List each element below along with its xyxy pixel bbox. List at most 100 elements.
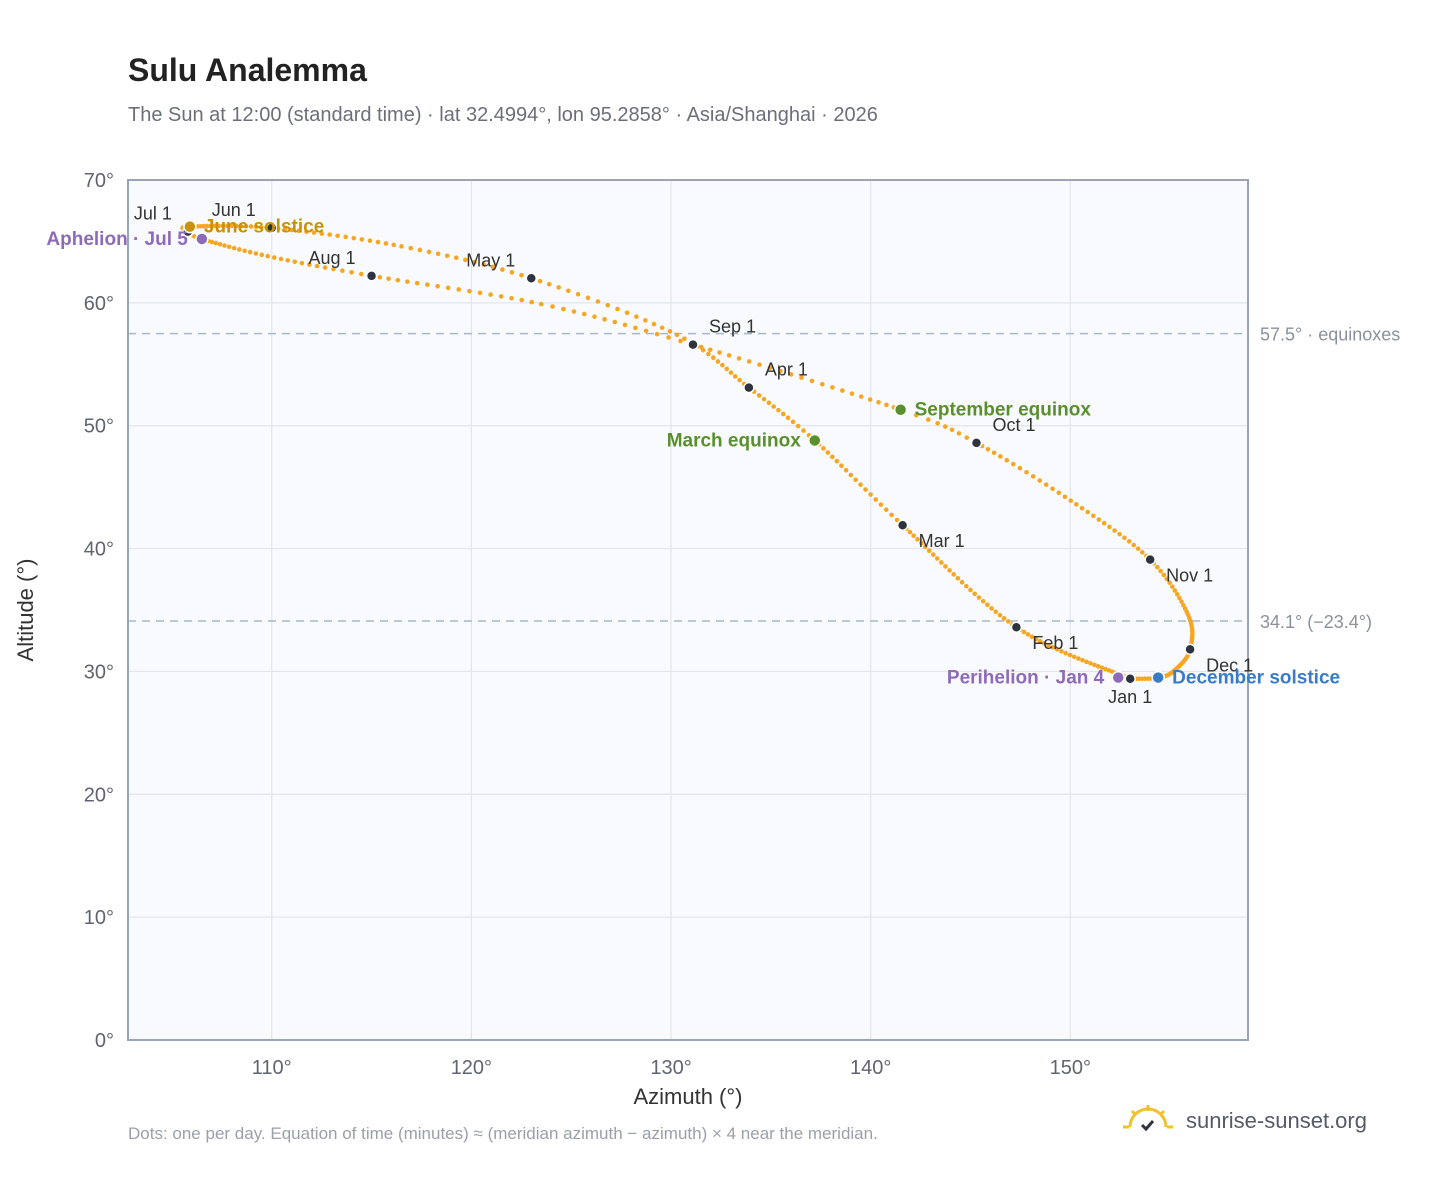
day-dot [757,362,762,367]
x-tick-label: 130° [650,1057,691,1079]
day-dot [949,427,955,433]
reference-line-label: 34.1° (−23.4°) [1260,612,1372,632]
day-dot [1161,572,1167,578]
day-dot [711,355,716,360]
day-dot [951,572,957,577]
day-dot [1042,640,1047,646]
day-dot [292,259,298,265]
day-dot [222,243,227,248]
day-dot [830,454,835,460]
event-label: Aphelion · Jul 5 [46,229,188,250]
day-dot [605,302,611,308]
day-dot [289,227,295,233]
day-dot [678,338,683,344]
day-dot [285,258,291,263]
month-label: Sep 1 [709,317,756,337]
month-label: Nov 1 [1166,566,1213,586]
month-marker [970,437,983,449]
day-dot [809,378,815,384]
day-dot [550,304,555,309]
event-label: September equinox [915,400,1092,421]
day-dot [736,356,742,361]
day-dot [1135,546,1141,551]
day-dot [956,431,962,436]
day-dot [1167,580,1172,586]
day-dot [863,487,868,492]
day-dot [216,223,221,229]
day-dot [934,556,940,561]
day-dot [1088,661,1093,666]
day-dot [935,420,940,426]
day-dot [801,428,806,433]
day-dot [340,268,345,273]
month-label: Apr 1 [765,360,808,380]
day-dot [1046,643,1051,648]
day-dot [858,394,864,399]
day-dot [585,295,591,301]
brand[interactable]: sunrise-sunset.org [1120,1103,1367,1139]
day-dot [417,247,423,253]
day-dot [894,517,900,523]
day-dot [985,602,990,608]
month-label: Feb 1 [1032,633,1078,653]
day-dot [272,255,277,260]
day-dot [884,402,889,408]
day-dot [1085,509,1091,515]
day-dot [391,242,397,248]
day-dot [435,251,441,257]
day-dot [445,285,451,291]
sun-logo-icon [1123,1105,1173,1132]
day-dot [343,234,348,240]
day-dot [715,359,721,364]
day-dot [472,259,477,265]
day-dot [314,263,320,269]
day-dot [767,365,773,371]
day-dot [226,244,232,250]
day-dot [488,292,493,297]
day-dot [367,238,373,244]
day-dot [1142,676,1148,682]
month-marker [525,272,538,285]
day-dot [968,587,973,593]
y-tick-label: 70° [84,170,114,192]
day-dot [959,579,965,585]
day-dot [592,314,597,319]
day-dot [790,419,796,425]
day-dot [248,224,254,229]
day-dot [453,255,459,261]
day-dot [622,322,628,328]
day-dot [546,281,552,287]
day-dot [706,351,711,357]
day-dot [776,407,781,413]
day-dot [242,248,247,254]
day-dot [795,423,801,429]
y-tick-label: 50° [84,416,114,438]
day-dot [425,282,430,287]
day-dot [939,560,944,565]
day-dot [229,223,235,229]
day-dot [1096,517,1102,522]
month-label: Mar 1 [919,531,965,551]
day-dot [1172,588,1178,593]
day-dot [426,249,432,255]
day-dot [253,224,259,230]
event-marker [1111,670,1125,685]
day-dot [1126,539,1132,544]
day-dot [529,299,534,305]
day-dot [296,228,302,234]
day-dot [667,329,673,334]
day-dot [490,264,496,270]
day-dot [840,388,845,393]
day-dot [1084,659,1089,665]
chart-title: Sulu Analemma [128,52,367,88]
day-dot [717,350,722,355]
day-dot [1062,494,1068,500]
day-dot [1181,602,1186,608]
month-label: Jul 1 [134,204,172,224]
day-dot [615,306,620,312]
day-dot [633,325,638,331]
day-dot [509,295,514,301]
day-dot [728,370,734,375]
day-dot [1004,457,1010,463]
day-dot [843,468,849,473]
